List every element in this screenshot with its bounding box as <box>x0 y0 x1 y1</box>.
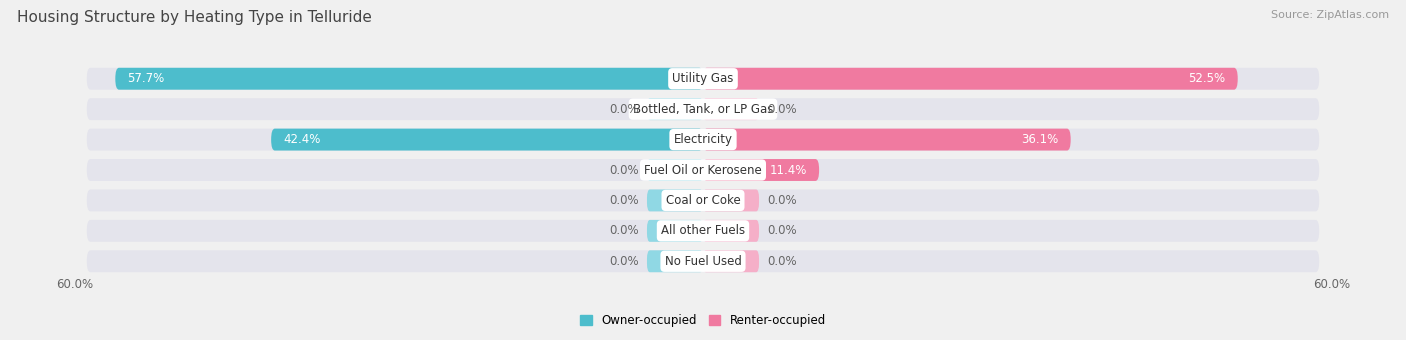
Text: 0.0%: 0.0% <box>609 194 638 207</box>
FancyBboxPatch shape <box>647 220 703 242</box>
Legend: Owner-occupied, Renter-occupied: Owner-occupied, Renter-occupied <box>579 314 827 327</box>
Text: 60.0%: 60.0% <box>1313 278 1350 291</box>
Text: No Fuel Used: No Fuel Used <box>665 255 741 268</box>
Text: 11.4%: 11.4% <box>769 164 807 176</box>
FancyBboxPatch shape <box>647 159 703 181</box>
FancyBboxPatch shape <box>87 189 1319 211</box>
Text: 42.4%: 42.4% <box>284 133 321 146</box>
Text: 0.0%: 0.0% <box>768 194 797 207</box>
FancyBboxPatch shape <box>703 189 759 211</box>
FancyBboxPatch shape <box>87 250 1319 272</box>
Text: Utility Gas: Utility Gas <box>672 72 734 85</box>
Text: 0.0%: 0.0% <box>609 224 638 237</box>
FancyBboxPatch shape <box>703 159 820 181</box>
Text: 36.1%: 36.1% <box>1021 133 1059 146</box>
FancyBboxPatch shape <box>87 159 1319 181</box>
FancyBboxPatch shape <box>647 189 703 211</box>
FancyBboxPatch shape <box>647 98 703 120</box>
Text: Fuel Oil or Kerosene: Fuel Oil or Kerosene <box>644 164 762 176</box>
FancyBboxPatch shape <box>703 98 759 120</box>
Text: 60.0%: 60.0% <box>56 278 93 291</box>
FancyBboxPatch shape <box>87 220 1319 242</box>
FancyBboxPatch shape <box>271 129 703 151</box>
Text: 52.5%: 52.5% <box>1188 72 1226 85</box>
FancyBboxPatch shape <box>703 250 759 272</box>
FancyBboxPatch shape <box>87 98 1319 120</box>
FancyBboxPatch shape <box>703 129 1071 151</box>
Text: 0.0%: 0.0% <box>609 103 638 116</box>
Text: All other Fuels: All other Fuels <box>661 224 745 237</box>
Text: Housing Structure by Heating Type in Telluride: Housing Structure by Heating Type in Tel… <box>17 10 371 25</box>
FancyBboxPatch shape <box>87 68 1319 90</box>
Text: 0.0%: 0.0% <box>768 103 797 116</box>
FancyBboxPatch shape <box>703 220 759 242</box>
Text: 0.0%: 0.0% <box>609 164 638 176</box>
FancyBboxPatch shape <box>703 68 1237 90</box>
Text: Source: ZipAtlas.com: Source: ZipAtlas.com <box>1271 10 1389 20</box>
Text: Coal or Coke: Coal or Coke <box>665 194 741 207</box>
Text: 0.0%: 0.0% <box>768 224 797 237</box>
Text: Electricity: Electricity <box>673 133 733 146</box>
FancyBboxPatch shape <box>647 250 703 272</box>
Text: 0.0%: 0.0% <box>768 255 797 268</box>
FancyBboxPatch shape <box>87 129 1319 151</box>
Text: Bottled, Tank, or LP Gas: Bottled, Tank, or LP Gas <box>633 103 773 116</box>
Text: 0.0%: 0.0% <box>609 255 638 268</box>
Text: 57.7%: 57.7% <box>128 72 165 85</box>
FancyBboxPatch shape <box>115 68 703 90</box>
